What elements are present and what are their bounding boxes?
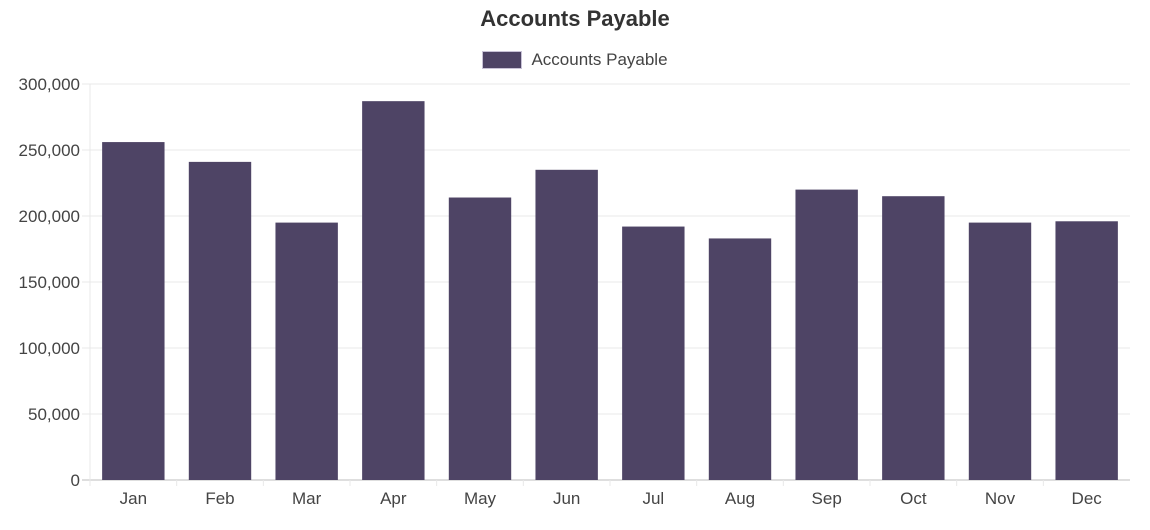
x-tick-label: Jun: [553, 489, 580, 508]
legend[interactable]: Accounts Payable: [0, 50, 1150, 70]
chart-title: Accounts Payable: [480, 6, 670, 31]
bar-apr[interactable]: [362, 101, 425, 480]
y-tick-label: 50,000: [28, 405, 80, 424]
x-tick-label: Aug: [725, 489, 755, 508]
x-tick-label: Mar: [292, 489, 322, 508]
y-tick-label: 250,000: [19, 141, 80, 160]
x-tick-label: Nov: [985, 489, 1016, 508]
bar-jan[interactable]: [102, 142, 165, 480]
bar-aug[interactable]: [708, 238, 772, 480]
bar-nov[interactable]: [968, 222, 1032, 480]
bar-dec[interactable]: [1055, 221, 1118, 480]
bar-feb[interactable]: [188, 161, 252, 480]
x-tick-label: Jul: [642, 489, 664, 508]
x-tick-label: Sep: [812, 489, 842, 508]
bar-mar[interactable]: [275, 222, 338, 480]
legend-swatch: [482, 51, 523, 69]
bar-sep[interactable]: [795, 189, 858, 480]
bar-oct[interactable]: [882, 196, 945, 480]
bar-jul[interactable]: [622, 226, 685, 480]
y-tick-label: 0: [71, 471, 80, 490]
y-tick-label: 100,000: [19, 339, 80, 358]
x-tick-label: Dec: [1072, 489, 1103, 508]
x-tick-label: Feb: [205, 489, 234, 508]
x-tick-label: Jan: [120, 489, 147, 508]
axes: 0 50,000 100,000 150,000 200,000 250,000 300,0…: [19, 75, 1103, 508]
x-tick-label: Apr: [380, 489, 407, 508]
x-tick-label: May: [464, 489, 497, 508]
x-tick-label: Oct: [900, 489, 927, 508]
y-tick-label: 300,000: [19, 75, 80, 94]
bar-jun[interactable]: [535, 169, 598, 481]
gridlines: [82, 83, 1130, 486]
bars: [102, 101, 1118, 481]
bar-may[interactable]: [448, 197, 512, 480]
legend-label: Accounts Payable: [531, 50, 668, 69]
y-tick-label: 150,000: [19, 273, 80, 292]
y-tick-label: 200,000: [19, 207, 80, 226]
